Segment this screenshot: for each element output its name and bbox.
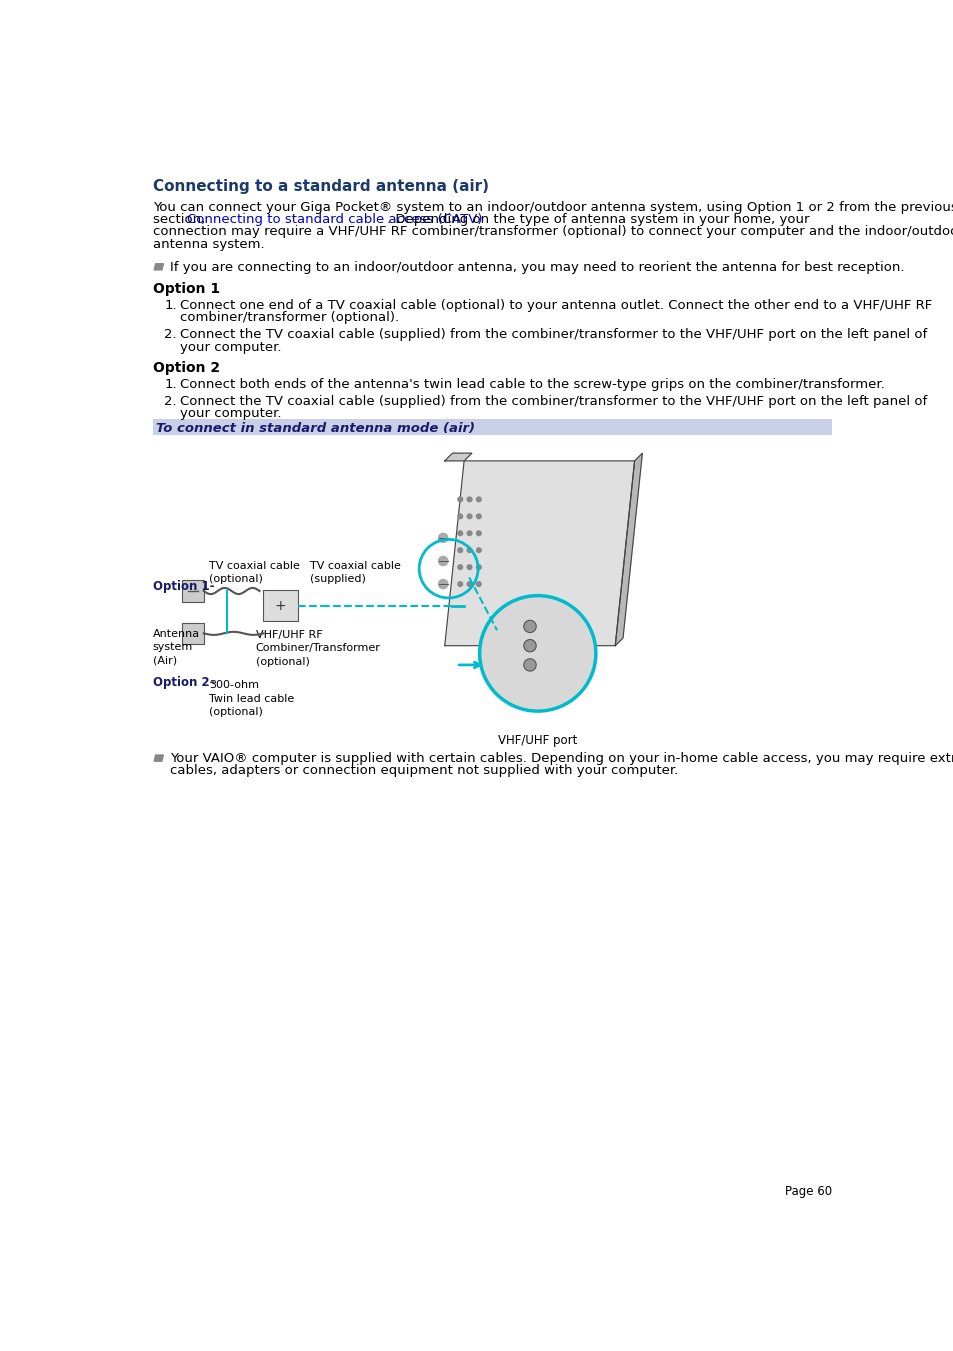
Circle shape [457, 549, 462, 553]
Text: Option 2-: Option 2- [152, 677, 213, 689]
Polygon shape [154, 263, 163, 270]
Polygon shape [444, 453, 472, 461]
Text: Connecting to a standard antenna (air): Connecting to a standard antenna (air) [152, 180, 488, 195]
Polygon shape [498, 646, 557, 669]
Text: combiner/transformer (optional).: combiner/transformer (optional). [179, 312, 398, 324]
Circle shape [467, 497, 472, 501]
Circle shape [476, 531, 480, 535]
Text: Connecting to standard cable access (CATV): Connecting to standard cable access (CAT… [187, 213, 481, 226]
Text: Connect the TV coaxial cable (supplied) from the combiner/transformer to the VHF: Connect the TV coaxial cable (supplied) … [179, 328, 926, 342]
Text: 300-ohm
Twin lead cable
(optional): 300-ohm Twin lead cable (optional) [209, 681, 294, 717]
Circle shape [457, 582, 462, 586]
Circle shape [476, 565, 480, 570]
Text: Option 2: Option 2 [152, 361, 219, 374]
Text: your computer.: your computer. [179, 407, 281, 420]
Circle shape [438, 534, 447, 543]
Text: . Depending on the type of antenna system in your home, your: . Depending on the type of antenna syste… [386, 213, 808, 226]
Text: 1.: 1. [164, 378, 176, 390]
Text: +: + [274, 598, 286, 612]
Text: your computer.: your computer. [179, 340, 281, 354]
Text: Option 1: Option 1 [152, 282, 219, 296]
Text: Connect the TV coaxial cable (supplied) from the combiner/transformer to the VHF: Connect the TV coaxial cable (supplied) … [179, 394, 926, 408]
Circle shape [457, 497, 462, 501]
Circle shape [467, 582, 472, 586]
Text: connection may require a VHF/UHF RF combiner/transformer (optional) to connect y: connection may require a VHF/UHF RF comb… [152, 226, 953, 238]
Circle shape [467, 549, 472, 553]
Circle shape [476, 513, 480, 519]
Bar [152, 419, 831, 435]
Text: section,: section, [152, 213, 209, 226]
Circle shape [523, 639, 536, 651]
Text: Antenna
system
(Air): Antenna system (Air) [152, 628, 199, 665]
Circle shape [457, 513, 462, 519]
Text: cables, adapters or connection equipment not supplied with your computer.: cables, adapters or connection equipment… [170, 765, 678, 777]
Circle shape [476, 582, 480, 586]
Text: Option 1-: Option 1- [152, 580, 213, 593]
Circle shape [479, 596, 596, 711]
Text: 1.: 1. [164, 299, 176, 312]
Bar [182, 580, 204, 601]
Text: 2.: 2. [164, 328, 176, 342]
Circle shape [467, 565, 472, 570]
Text: Your VAIO® computer is supplied with certain cables. Depending on your in-home c: Your VAIO® computer is supplied with cer… [170, 753, 953, 765]
Circle shape [523, 659, 536, 671]
Text: antenna system.: antenna system. [152, 238, 264, 250]
Circle shape [438, 557, 447, 566]
Text: TV coaxial cable
(optional): TV coaxial cable (optional) [209, 561, 299, 584]
Bar [263, 590, 298, 621]
Circle shape [457, 531, 462, 535]
Circle shape [438, 580, 447, 589]
Circle shape [467, 513, 472, 519]
Circle shape [476, 497, 480, 501]
Circle shape [457, 565, 462, 570]
Polygon shape [444, 461, 634, 646]
Circle shape [467, 531, 472, 535]
Text: To connect in standard antenna mode (air): To connect in standard antenna mode (air… [156, 423, 475, 435]
Text: VHF/UHF RF
Combiner/Transformer
(optional): VHF/UHF RF Combiner/Transformer (optiona… [255, 631, 380, 666]
Text: Page 60: Page 60 [784, 1185, 831, 1198]
Text: If you are connecting to an indoor/outdoor antenna, you may need to reorient the: If you are connecting to an indoor/outdo… [170, 261, 903, 274]
Circle shape [476, 549, 480, 553]
Text: VHF/UHF port: VHF/UHF port [497, 734, 577, 747]
Polygon shape [154, 755, 163, 761]
Text: TV coaxial cable
(supplied): TV coaxial cable (supplied) [310, 561, 400, 584]
Polygon shape [615, 453, 641, 646]
Circle shape [523, 620, 536, 632]
Text: Connect one end of a TV coaxial cable (optional) to your antenna outlet. Connect: Connect one end of a TV coaxial cable (o… [179, 299, 931, 312]
Text: Connect both ends of the antenna's twin lead cable to the screw-type grips on th: Connect both ends of the antenna's twin … [179, 378, 883, 390]
Text: 2.: 2. [164, 394, 176, 408]
Bar [182, 623, 204, 644]
Text: You can connect your Giga Pocket® system to an indoor/outdoor antenna system, us: You can connect your Giga Pocket® system… [152, 200, 953, 213]
